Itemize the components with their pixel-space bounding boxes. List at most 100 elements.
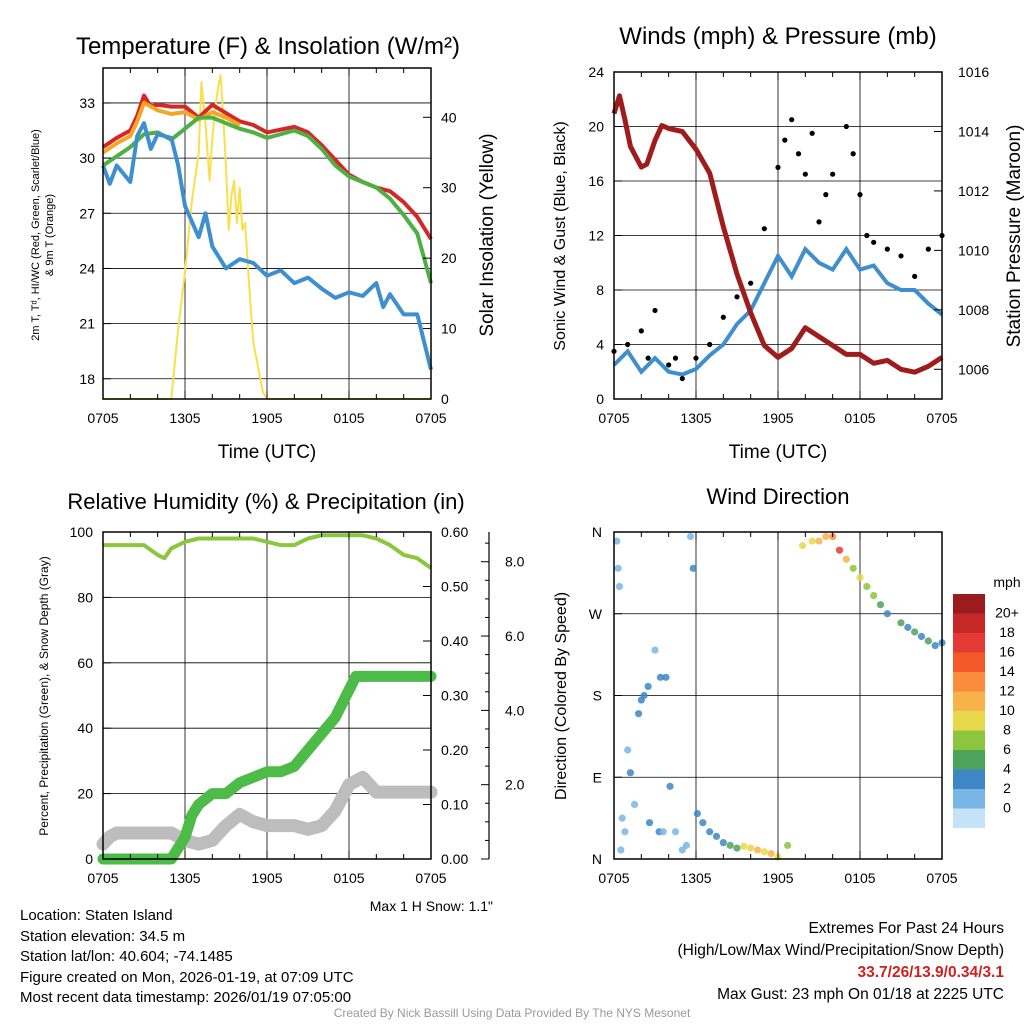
wind-gust-point [823, 192, 829, 198]
wind-gust-point [884, 246, 890, 252]
dir-ytick-label: E [593, 769, 602, 785]
dir-point [815, 537, 823, 545]
wind-panel: Winds (mph) & Pressure (mb) 0 4 8 12 16 20 24 1… [552, 23, 1024, 463]
wind-series-sonic-wind [612, 245, 944, 377]
dir-point [613, 537, 621, 545]
rh-axes: 0 20 40 60 80 100 0.00 0.10 0.20 0.30 0.40 0.50 0.60… [70, 524, 525, 886]
wind-xtick-label: 0705 [926, 410, 957, 426]
extremes-values: 33.7/26/13.9/0.34/3.1 [857, 964, 1004, 981]
dir-point [656, 673, 665, 681]
colorbar-label: 10 [999, 702, 1015, 718]
rh-series-relative-humidity [103, 533, 433, 570]
dir-panel: Wind Direction N E S W N 0705 1305 1905 0105 0705… [553, 484, 1021, 886]
dir-ytick-label: N [592, 851, 602, 867]
dir-point [645, 819, 654, 827]
temp-rtick-label: 20 [441, 250, 457, 266]
wind-gust-point [693, 355, 699, 361]
rh-xtick-label: 1305 [169, 870, 200, 886]
info-recent: Most recent data timestamp: 2026/01/19 0… [20, 989, 352, 1006]
dir-point [640, 691, 648, 700]
wind-ytick-label: 24 [588, 64, 604, 80]
temp-panel: Temperature (F) & Insolation (W/m²) 18 21… [30, 33, 498, 463]
dir-point [621, 828, 629, 836]
dir-point [615, 582, 624, 591]
wind-gust-point [898, 253, 904, 259]
dir-point [904, 623, 912, 631]
snow-tick-label: 8.0 [505, 554, 525, 570]
dir-xtick-label: 0705 [598, 870, 629, 886]
wind-series [611, 93, 945, 382]
wind-gust-point [925, 246, 931, 252]
dir-point [917, 632, 926, 641]
rh-panel: Relative Humidity (%) & Precipitation (i… [37, 489, 525, 914]
rh-title: Relative Humidity (%) & Precipitation (i… [67, 489, 464, 514]
rh-ytick-label: 0 [85, 851, 93, 867]
wind-gust-point [789, 117, 795, 123]
temp-xtick-label: 1305 [169, 410, 200, 426]
dir-ytick-label: S [593, 688, 602, 704]
temp-series-9m-t [101, 100, 241, 155]
wind-axes: 0 4 8 12 16 20 24 1006 1008 1010 1012 1014 1016 0705 1… [588, 64, 989, 426]
dir-point [719, 839, 727, 847]
dir-xtick-label: 0705 [926, 870, 957, 886]
dir-point [767, 849, 775, 858]
colorbar-swatch [953, 691, 985, 711]
temp-axes: 18 21 24 27 30 33 0 10 20 30 40 0705 1305 1905 0105 070… [79, 68, 457, 426]
wind-gust-point [795, 151, 802, 157]
dir-point [733, 844, 741, 852]
colorbar-swatch [953, 789, 985, 809]
wind-gust-point [748, 280, 754, 286]
wind-gust-point [802, 171, 808, 177]
wind-gust-point [734, 294, 740, 300]
wind-gust-point [830, 171, 836, 177]
dir-point [671, 828, 680, 836]
wind-xtick-label: 0105 [844, 410, 875, 426]
wind-ytick-label: 12 [588, 228, 604, 244]
dir-point [699, 819, 707, 827]
dir-point [617, 846, 625, 854]
rh-ytick-label: 60 [77, 655, 93, 671]
temp-rtick-label: 40 [441, 109, 457, 125]
wind-xtick-label: 0705 [598, 410, 629, 426]
dir-colorbar: mph 20+ 18 16 14 12 10 8 6 4 2 0 [953, 574, 1021, 828]
dir-point [651, 646, 659, 654]
colorbar-label: 16 [999, 644, 1015, 660]
dir-point [863, 582, 871, 591]
colorbar-swatch [953, 730, 985, 750]
wind-xlabel: Time (UTC) [729, 442, 828, 463]
extremes-title: Extremes For Past 24 Hours [808, 920, 1004, 937]
dir-grid [614, 532, 942, 859]
rh-ytick-label: 80 [77, 589, 93, 605]
wind-gust-point [782, 137, 788, 143]
temp-xtick-label: 0705 [87, 410, 118, 426]
temp-ytick-label: 30 [79, 150, 95, 166]
wind-ylabel-right: Station Pressure (Maroon) [1004, 125, 1024, 348]
rh-ylabel: Percent, Precipitation (Green), & Snow D… [37, 556, 51, 835]
rh-ptick-label: 0.50 [441, 579, 468, 595]
dir-point [644, 682, 652, 691]
dir-point [897, 619, 905, 627]
wind-ytick-label: 16 [588, 173, 604, 189]
dir-point [624, 746, 632, 754]
temp-rtick-label: 10 [441, 321, 457, 337]
wind-rtick-label: 1006 [958, 361, 989, 377]
dir-axes: N E S W N 0705 1305 1905 0105 0705 [589, 524, 958, 886]
dir-point [706, 828, 714, 836]
colorbar-label: 18 [999, 624, 1015, 640]
rh-ptick-label: 0.40 [441, 633, 468, 649]
colorbar-swatch [953, 633, 985, 653]
wind-gust-point [679, 375, 685, 382]
colorbar-label: 14 [999, 663, 1015, 679]
dir-point [924, 637, 932, 645]
dir-point [808, 537, 816, 545]
credit: Created By Nick Bassill Using Data Provi… [333, 1006, 691, 1020]
temp-ylabel-2: & 9m T (Orange) [44, 194, 56, 276]
wind-gust-point [645, 355, 651, 361]
temp-series-hi-wc [101, 121, 433, 371]
wind-gust-point [850, 151, 856, 157]
extremes-box: Extremes For Past 24 Hours (High/Low/Max… [678, 918, 1005, 1006]
colorbar-title: mph [993, 574, 1020, 590]
colorbar-label: 0 [1003, 800, 1011, 816]
dir-point [911, 628, 919, 636]
rh-ptick-label: 0.20 [441, 742, 468, 758]
